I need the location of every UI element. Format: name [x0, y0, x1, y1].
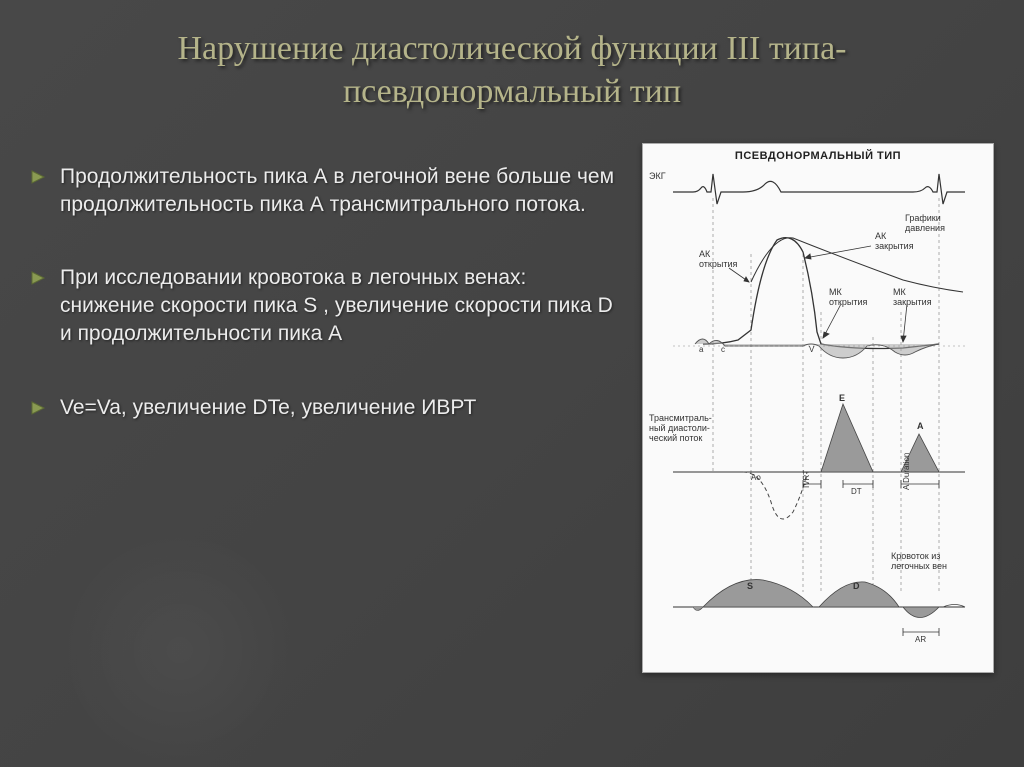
label-a: A — [917, 422, 924, 432]
figure-title: ПСЕВДОНОРМАЛЬНЫЙ ТИП — [643, 144, 993, 164]
label-v-small: V — [809, 346, 814, 355]
page-title: Нарушение диастолической функции III тип… — [0, 0, 1024, 113]
label-ak-open: АКоткрытия — [699, 250, 737, 270]
bullet-text: При исследовании кровотока в легочных ве… — [60, 264, 618, 347]
label-dt: DT — [851, 488, 862, 497]
label-ivrt: IVRT — [803, 470, 812, 488]
bullet-icon — [30, 270, 46, 286]
bullet-icon — [30, 169, 46, 185]
label-e: E — [839, 394, 845, 404]
label-mitral-flow: Трансмитраль-ный диастоли-ческий поток — [649, 414, 731, 444]
bullet-icon — [30, 400, 46, 416]
label-a-small: a — [699, 346, 703, 355]
bullet-list: Продолжительность пика А в легочной вене… — [30, 143, 618, 673]
label-adur: A Duration — [903, 453, 912, 490]
label-d: D — [853, 582, 860, 592]
label-ar: AR — [915, 636, 926, 645]
label-c-small: c — [721, 346, 725, 355]
diagram-figure: ПСЕВДОНОРМАЛЬНЫЙ ТИП ЭКГ — [642, 143, 994, 673]
list-item: Ve=Va, увеличение DTe, увеличение ИВРТ — [30, 394, 618, 422]
bullet-text: Ve=Va, увеличение DTe, увеличение ИВРТ — [60, 394, 476, 422]
label-ak-close: АКзакрытия — [875, 232, 914, 252]
label-pressure-graph: Графикидавления — [905, 214, 945, 234]
label-ao: Ao — [751, 474, 761, 483]
list-item: При исследовании кровотока в легочных ве… — [30, 264, 618, 347]
label-mk-open: МКоткрытия — [829, 288, 867, 308]
label-s: S — [747, 582, 753, 592]
bullet-text: Продолжительность пика А в легочной вене… — [60, 163, 618, 218]
slide-content: Продолжительность пика А в легочной вене… — [0, 113, 1024, 673]
label-mk-close: МКзакрытия — [893, 288, 932, 308]
list-item: Продолжительность пика А в легочной вене… — [30, 163, 618, 218]
label-pulm-flow: Кровоток излегочных вен — [891, 552, 947, 572]
